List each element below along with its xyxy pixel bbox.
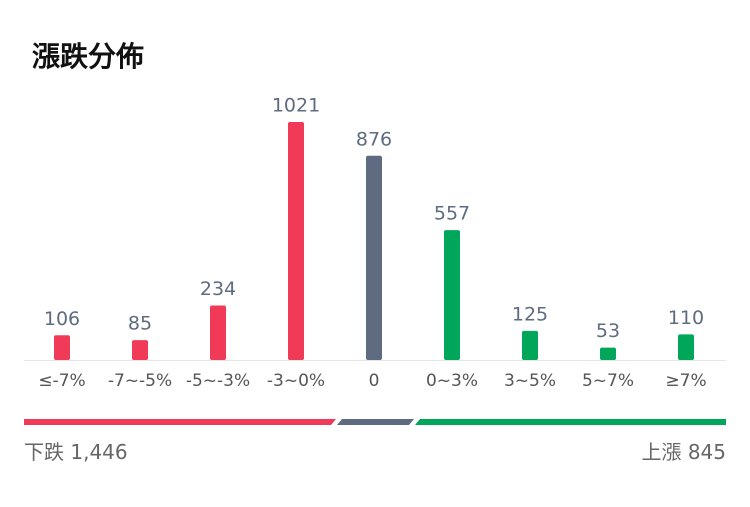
value-label: 125 xyxy=(512,303,548,325)
down-count: 1,446 xyxy=(70,440,127,464)
value-label: 53 xyxy=(596,320,620,342)
bar xyxy=(600,347,616,360)
chart-title: 漲跌分佈 xyxy=(32,40,144,73)
bar xyxy=(444,230,460,360)
down-bar xyxy=(24,419,336,425)
value-label: 557 xyxy=(434,203,470,225)
value-label: 106 xyxy=(44,308,80,330)
value-label: 234 xyxy=(200,278,236,300)
x-tick-label: 5~7% xyxy=(582,371,634,391)
bar xyxy=(210,305,226,360)
value-label: 110 xyxy=(668,307,704,329)
down-label: 下跌 xyxy=(24,440,64,464)
x-tick-label: -3~0% xyxy=(267,371,325,391)
x-tick-label: ≤-7% xyxy=(38,371,85,391)
bar xyxy=(366,155,382,360)
up-bar xyxy=(415,419,726,425)
up-count: 845 xyxy=(688,440,726,464)
x-tick-label: 0~3% xyxy=(426,371,478,391)
x-tick-label: -5~-3% xyxy=(186,371,250,391)
bar xyxy=(288,122,304,360)
x-tick-label: 0 xyxy=(369,371,380,391)
flat-bar xyxy=(337,419,414,425)
bar xyxy=(522,330,538,360)
up-summary: 上漲 845 xyxy=(641,440,726,464)
up-label: 上漲 xyxy=(641,440,681,464)
bar xyxy=(54,335,70,360)
bar xyxy=(678,334,694,360)
bar xyxy=(132,340,148,360)
x-tick-label: ≥7% xyxy=(665,371,706,391)
value-label: 1021 xyxy=(272,95,320,117)
x-tick-label: -7~-5% xyxy=(108,371,172,391)
down-summary: 下跌 1,446 xyxy=(24,440,128,464)
value-label: 876 xyxy=(356,128,392,150)
value-label: 85 xyxy=(128,313,152,335)
x-tick-label: 3~5% xyxy=(504,371,556,391)
